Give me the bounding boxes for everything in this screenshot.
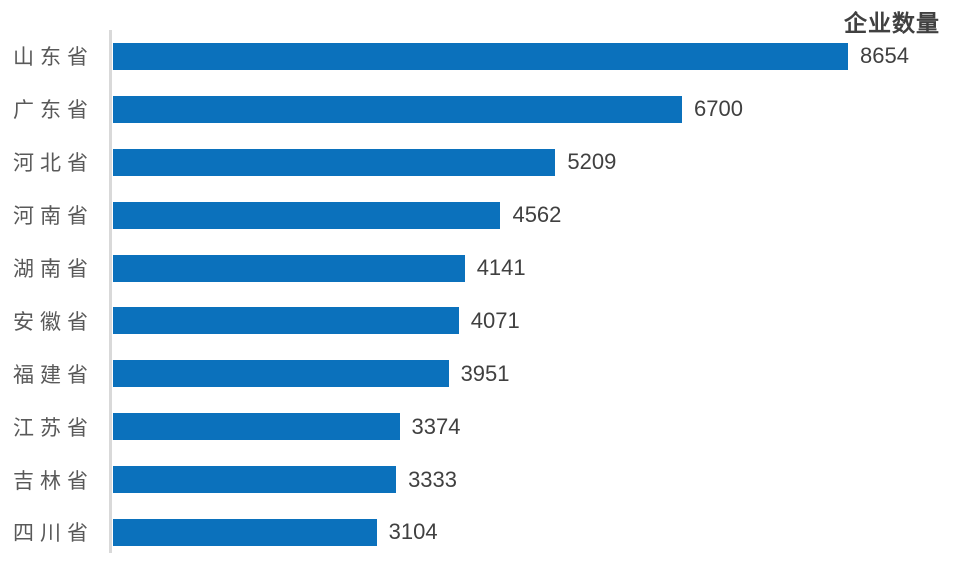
chart-row: 广东省 6700 (0, 83, 959, 136)
category-label: 福建省 (13, 362, 94, 387)
value-label: 5209 (567, 149, 617, 175)
bar (113, 42, 848, 70)
category-label: 湖南省 (13, 257, 94, 281)
value-label: 8654 (860, 43, 909, 69)
bar (113, 413, 400, 441)
bar (113, 466, 397, 494)
category-label: 四川省 (13, 521, 94, 546)
chart-row: 河南省 4562 (0, 189, 959, 242)
category-label: 江苏省 (13, 415, 94, 440)
bar (113, 148, 556, 176)
value-label: 3333 (408, 466, 458, 492)
chart-row: 吉林省 3333 (0, 453, 959, 506)
value-label: 4562 (512, 202, 562, 228)
chart-rows: 山东省 8654 广东省 6700 河北省 5209 河南省 4562 湖南省 4141 安徽省 40… (0, 30, 959, 559)
value-label: 6700 (694, 96, 743, 122)
category-label: 安徽省 (13, 309, 94, 334)
chart-row: 福建省 3951 (0, 347, 959, 400)
chart-row: 河北省 5209 (0, 136, 959, 189)
bar (113, 201, 501, 229)
category-label: 山东省 (13, 45, 94, 70)
bar (113, 95, 683, 123)
bar (113, 360, 449, 388)
value-label: 4141 (476, 255, 526, 280)
chart-row: 四川省 3104 (0, 506, 959, 559)
value-label: 3374 (411, 413, 461, 439)
category-label: 河北省 (13, 151, 94, 176)
category-axis-line (109, 30, 112, 553)
category-label: 广东省 (13, 98, 94, 123)
chart-row: 山东省 8654 (0, 30, 959, 83)
bar (113, 518, 377, 546)
chart-row: 湖南省 4141 (0, 242, 959, 295)
value-label: 3951 (460, 360, 510, 386)
bar (113, 307, 459, 335)
value-label: 3104 (388, 519, 438, 545)
category-label: 河南省 (13, 204, 94, 229)
value-label: 4071 (470, 307, 520, 333)
chart-title: 企业数量 (844, 10, 940, 36)
category-label: 吉林省 (13, 468, 94, 493)
chart-row: 安徽省 4071 (0, 294, 959, 347)
chart-row: 江苏省 3374 (0, 400, 959, 453)
bar (113, 254, 465, 282)
